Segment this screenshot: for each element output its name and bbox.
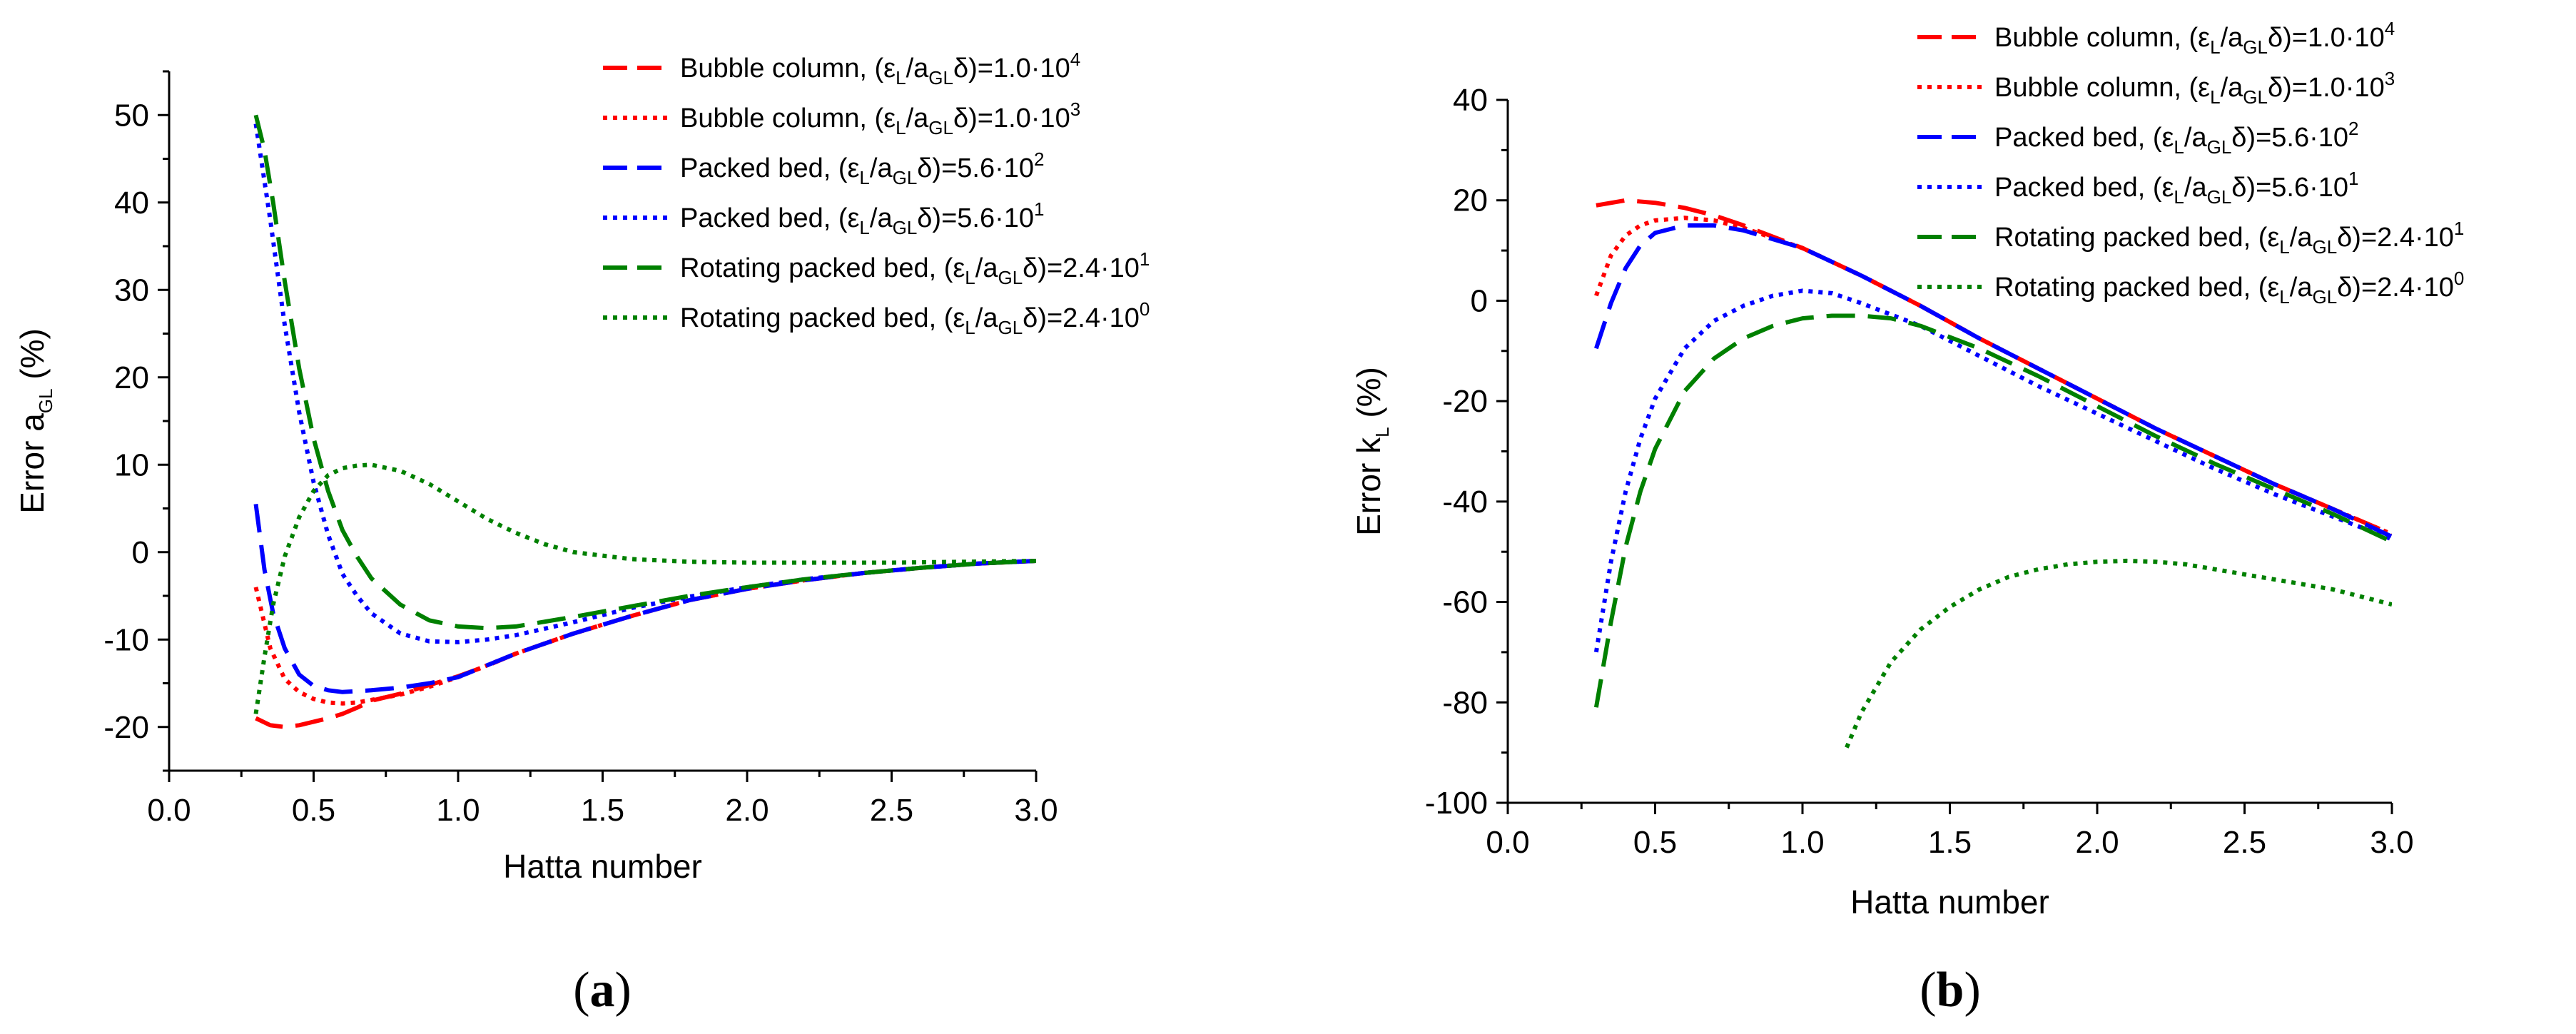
y-tick-label-a: 10 [114,447,149,482]
x-tick-label-b: 3.0 [2370,825,2413,860]
x-tick-label-a: 1.5 [581,793,624,828]
legend-label: Bubble column, (εL/aGLδ)=1.0·103 [1994,68,2395,108]
chart-panel-b: 0.0 0.5 1.0 1.5 2.0 2.5 3.0 -100 -80 -60 -40 -20 0 20… [1350,18,2464,1018]
legend-label: Rotating packed bed, (εL/aGLδ)=2.4·101 [680,248,1150,288]
legend-item-a-5: Rotating packed bed, (εL/aGLδ)=2.4·101 [603,248,1150,288]
legend-label: Packed bed, (εL/aGLδ)=5.6·101 [1994,168,2359,208]
legend-b: Bubble column, (εL/aGLδ)=1.0·104 Bubble c… [1917,18,2464,308]
x-tick-label-a: 0.5 [292,793,335,828]
y-axis-label-main-b: Error k [1350,437,1387,536]
panel-label-letter-b: b [1937,963,1964,1018]
legend-label: Rotating packed bed, (εL/aGLδ)=2.4·101 [1994,218,2464,258]
legend-label: Bubble column, (εL/aGLδ)=1.0·104 [1994,18,2395,58]
legend-label: Bubble column, (εL/aGLδ)=1.0·103 [680,98,1080,138]
panel-label-a: (a) [573,963,632,1018]
y-axis-label-sub-b: L [1371,427,1393,437]
legend-label: Packed bed, (εL/aGLδ)=5.6·102 [680,148,1045,188]
panel-label-close-b: ) [1964,963,1980,1018]
y-tick-label-b: 0 [1471,283,1488,318]
ticks-b: 0.0 0.5 1.0 1.5 2.0 2.5 3.0 -100 -80 -60 -40 -20 0 20… [1425,83,2414,860]
legend-label: Packed bed, (εL/aGLδ)=5.6·101 [680,198,1045,238]
x-tick-label-a: 0.0 [147,793,191,828]
legend-item-a-3: Packed bed, (εL/aGLδ)=5.6·102 [603,148,1045,188]
legend-label: Bubble column, (εL/aGLδ)=1.0·104 [680,49,1080,88]
legend-item-b-4: Packed bed, (εL/aGLδ)=5.6·101 [1917,168,2359,208]
legend-item-b-1: Bubble column, (εL/aGLδ)=1.0·104 [1917,18,2395,58]
legend-item-a-4: Packed bed, (εL/aGLδ)=5.6·101 [603,198,1045,238]
y-tick-label-a: 50 [114,98,149,133]
y-tick-label-b: -40 [1442,485,1488,519]
series-line-b-4 [1593,288,2392,653]
y-tick-label-b: -20 [1442,384,1488,419]
legend-label: Rotating packed bed, (εL/aGLδ)=2.4·100 [680,298,1150,338]
x-axis-label-b: Hatta number [1850,883,2049,921]
series-line-b-5 [1593,313,2392,708]
ticks-a: 0.0 0.5 1.0 1.5 2.0 2.5 3.0 -20 -10 0 10 20 30 40 50 [103,70,1058,828]
legend-item-b-6: Rotating packed bed, (εL/aGLδ)=2.4·100 [1917,268,2464,308]
y-tick-label-a: -10 [103,622,149,657]
panel-label-open-b: ( [1920,963,1936,1018]
panel-label-open-a: ( [573,963,589,1018]
y-tick-label-a: -20 [103,710,149,745]
legend-item-a-6: Rotating packed bed, (εL/aGLδ)=2.4·100 [603,298,1150,338]
legend-item-b-5: Rotating packed bed, (εL/aGLδ)=2.4·101 [1917,218,2464,258]
legend-item-a-2: Bubble column, (εL/aGLδ)=1.0·103 [603,98,1080,138]
x-tick-label-b: 1.5 [1928,825,1972,860]
series-line-b-3 [1594,223,2392,539]
y-axis-label-suffix-a: (%) [14,328,51,388]
legend-label: Rotating packed bed, (εL/aGLδ)=2.4·100 [1994,268,2464,308]
x-tick-label-b: 0.5 [1633,825,1677,860]
chart-panel-a: 0.0 0.5 1.0 1.5 2.0 2.5 3.0 -20 -10 0 10 20 30 40 50 H… [14,49,1150,1018]
y-tick-label-b: -80 [1442,685,1488,720]
x-tick-label-a: 2.0 [725,793,769,828]
x-tick-label-a: 1.0 [436,793,480,828]
legend-item-b-2: Bubble column, (εL/aGLδ)=1.0·103 [1917,68,2395,108]
legend-label: Packed bed, (εL/aGLδ)=5.6·102 [1994,118,2359,158]
x-axis-label-a: Hatta number [503,848,702,885]
series-layer-b [1593,198,2392,749]
y-tick-label-a: 40 [114,186,149,221]
y-axis-label-main-a: Error a [14,413,51,514]
series-line-a-4 [253,123,1036,644]
panel-label-close-a: ) [615,963,632,1018]
y-tick-label-b: 40 [1453,83,1488,118]
x-tick-label-b: 2.5 [2223,825,2266,860]
y-tick-label-a: 20 [114,360,149,395]
y-tick-label-b: -60 [1442,585,1488,620]
y-axis-label-sub-a: GL [35,389,56,414]
y-axis-label-a: Error aGL (%) [14,328,56,514]
x-tick-label-b: 2.0 [2075,825,2119,860]
x-tick-label-a: 2.5 [870,793,913,828]
series-line-a-6 [253,462,1036,714]
legend-a: Bubble column, (εL/aGLδ)=1.0·104 Bubble c… [603,49,1150,338]
x-tick-label-b: 0.0 [1486,825,1529,860]
y-tick-label-a: 30 [114,273,149,308]
x-tick-label-b: 1.0 [1780,825,1824,860]
y-tick-label-a: 0 [132,535,149,570]
legend-item-a-1: Bubble column, (εL/aGLδ)=1.0·104 [603,49,1080,88]
panel-label-letter-a: a [590,963,615,1018]
y-axis-label-b: Error kL (%) [1350,367,1393,536]
y-tick-label-b: -100 [1425,786,1488,821]
y-tick-label-b: 20 [1453,183,1488,218]
series-layer-a [253,114,1036,729]
panel-label-b: (b) [1920,963,1981,1018]
y-axis-label-suffix-b: (%) [1350,367,1387,427]
x-tick-label-a: 3.0 [1014,793,1058,828]
legend-item-b-3: Packed bed, (εL/aGLδ)=5.6·102 [1917,118,2359,158]
